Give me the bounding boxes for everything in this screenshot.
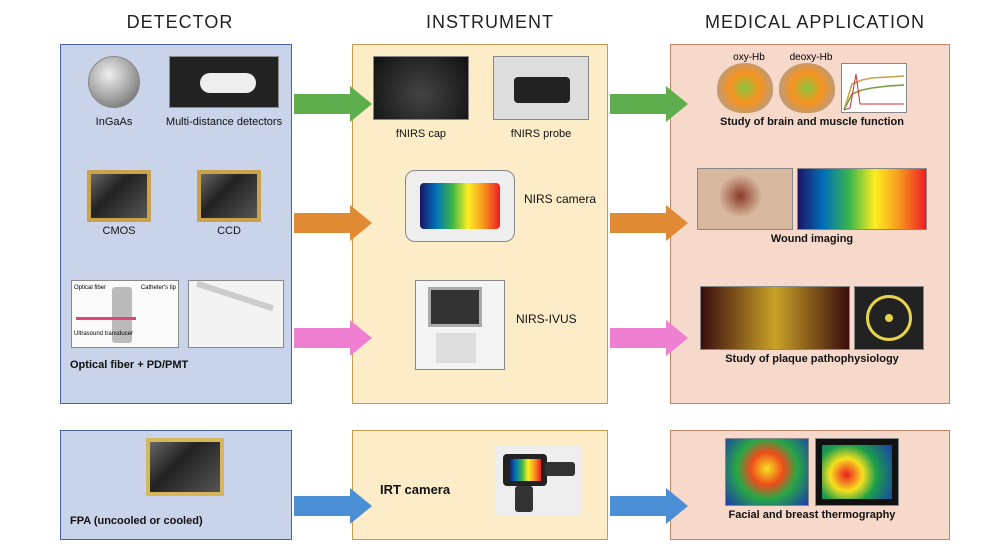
detector-ingaas-label: InGaAs (74, 116, 154, 129)
detector-ccd-label: CCD (184, 225, 274, 238)
detector-ccd: CCD (184, 170, 274, 238)
sublabel-0: Optical fiber (74, 285, 106, 291)
detector-multidistance-icon (169, 56, 279, 108)
wound-photo-icon (697, 168, 793, 230)
detector-ingaas-icon (88, 56, 140, 108)
detector-ingaas: InGaAs (74, 56, 154, 129)
detector-fiber-diagram: Optical fiber Ultrasound transducer Cath… (70, 280, 180, 353)
nirs-camera-label: NIRS camera (524, 193, 604, 207)
fnirs-cap-icon (373, 56, 469, 120)
sublabel-1: Ultrasound transducer (74, 331, 133, 337)
nirs-ivus-icon (415, 280, 505, 370)
application-thermography: Facial and breast thermography (682, 438, 942, 522)
nirs-ivus-label: NIRS-IVUS (516, 313, 606, 327)
deoxyhb-label: deoxy-Hb (782, 52, 840, 63)
column-header-application: MEDICAL APPLICATION (690, 12, 940, 33)
flow-arrow (294, 205, 372, 241)
detector-fpa-icon (146, 438, 224, 496)
application-thermography-caption: Facial and breast thermography (682, 509, 942, 522)
detector-cmos-icon (87, 170, 151, 222)
face-thermal-icon (725, 438, 809, 506)
instrument-irt (478, 446, 598, 521)
detector-cmos: CMOS (74, 170, 164, 238)
torso-thermal-icon (815, 438, 899, 506)
wound-thermal-icon (797, 168, 927, 230)
nirs-camera-icon (405, 170, 515, 242)
irt-icon (495, 446, 581, 516)
application-wound: Wound imaging (682, 168, 942, 246)
detector-fiber-icon: Optical fiber Ultrasound transducer Cath… (71, 280, 179, 348)
detector-fiber-group-label: Optical fiber + PD/PMT (70, 359, 280, 372)
detector-probe (186, 280, 286, 353)
application-brain: oxy-Hb deoxy-Hb Study of brain and muscl… (682, 52, 942, 129)
detector-multidistance-label: Multi-distance detectors (164, 116, 284, 129)
application-plaque: Study of plaque pathophysiology (682, 286, 942, 366)
instrument-nirs-ivus (400, 280, 520, 375)
plot-icon (841, 63, 907, 113)
detector-ccd-icon (197, 170, 261, 222)
ivus-ring-icon (854, 286, 924, 350)
fnirs-probe-icon (493, 56, 589, 120)
detector-probe-icon (188, 280, 284, 348)
flow-arrow (294, 488, 372, 524)
instrument-fnirs-probe: fNIRS probe (486, 56, 596, 141)
column-header-instrument: INSTRUMENT (400, 12, 580, 33)
instrument-nirs-camera (400, 170, 520, 247)
flow-arrow (610, 86, 688, 122)
application-plaque-caption: Study of plaque pathophysiology (682, 353, 942, 366)
flow-arrow (294, 320, 372, 356)
detector-fpa (120, 438, 250, 496)
detector-multidistance: Multi-distance detectors (164, 56, 284, 129)
ivus-thermal-icon (700, 286, 850, 350)
sublabel-2: Catheter's tip (141, 285, 176, 291)
application-brain-caption: Study of brain and muscle function (682, 116, 942, 129)
flow-arrow (294, 86, 372, 122)
detector-fpa-label: FPA (uncooled or cooled) (70, 515, 280, 528)
fnirs-probe-label: fNIRS probe (486, 128, 596, 141)
column-header-detector: DETECTOR (100, 12, 260, 33)
brain-deoxy-icon (779, 63, 835, 113)
brain-oxy-icon (717, 63, 773, 113)
oxyhb-label: oxy-Hb (720, 52, 778, 63)
flow-arrow (610, 488, 688, 524)
instrument-fnirs-cap: fNIRS cap (366, 56, 476, 141)
application-wound-caption: Wound imaging (682, 233, 942, 246)
flow-arrow (610, 205, 688, 241)
detector-cmos-label: CMOS (74, 225, 164, 238)
fnirs-cap-label: fNIRS cap (366, 128, 476, 141)
irt-camera-label: IRT camera (380, 483, 470, 498)
flow-arrow (610, 320, 688, 356)
